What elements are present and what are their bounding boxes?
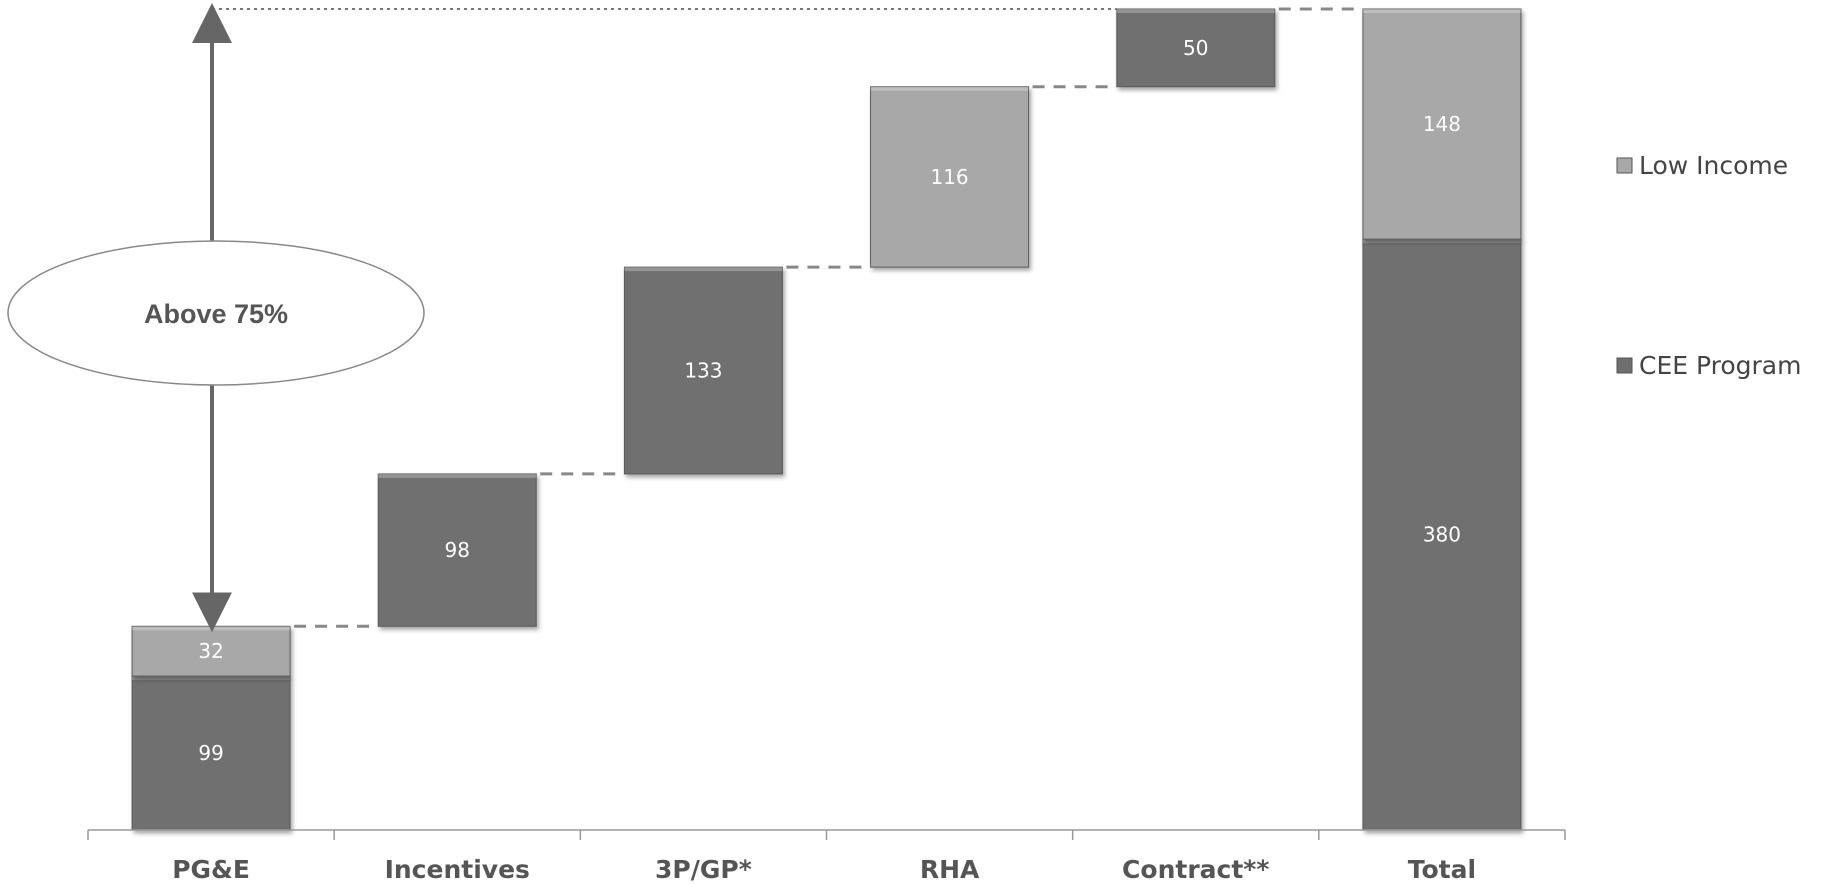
data-label-pg-e-low-income: 32 <box>198 639 223 663</box>
bar-3p-gp-cee-program <box>623 266 783 475</box>
bar-highlight <box>1116 9 1275 13</box>
bar-incentives-cee-program <box>377 473 537 627</box>
x-tick-label-total: Total <box>1408 855 1476 884</box>
annotation-ellipse <box>7 240 425 386</box>
bar-rha-low-income <box>870 86 1030 268</box>
data-label-contract-cee-program: 50 <box>1183 36 1208 60</box>
x-tick-label-3p-gp: 3P/GP* <box>655 855 752 884</box>
connectors-layer <box>294 7 1359 628</box>
annotation: Above 75% <box>7 3 1117 633</box>
bar-highlight <box>624 267 783 272</box>
data-label-total-low-income: 148 <box>1423 112 1461 136</box>
bar-pg-e-low-income <box>131 625 291 677</box>
legend-swatch-cee-program <box>1616 357 1633 374</box>
data-label-pg-e-cee-program: 99 <box>198 741 223 765</box>
legend: Low Income CEE Program <box>1616 151 1801 380</box>
legend-swatch-low-income <box>1616 157 1633 174</box>
x-tick-label-contract: Contract** <box>1122 855 1269 884</box>
bars-layer: 99 32 98 133 116 50 380 148 <box>131 8 1522 831</box>
data-label-3p-gp-cee-program: 133 <box>684 359 722 383</box>
bar-highlight <box>870 86 1029 91</box>
bar-highlight <box>132 676 291 681</box>
annotation-label: Above 75% <box>144 299 288 329</box>
x-tick-label-incentives: Incentives <box>385 855 530 884</box>
data-label-incentives-cee-program: 98 <box>445 538 470 562</box>
bar-pg-e-cee-program <box>131 675 291 831</box>
bar-highlight <box>1362 239 1521 244</box>
legend-label-low-income: Low Income <box>1639 151 1788 180</box>
bar-highlight <box>378 473 537 478</box>
x-tick-label-pg-e: PG&E <box>172 855 250 884</box>
bar-highlight <box>1362 9 1521 13</box>
x-axis: PG&E Incentives 3P/GP* RHA Contract** Total <box>87 829 1566 884</box>
bar-highlight <box>132 626 291 631</box>
data-label-rha-low-income: 116 <box>930 165 968 189</box>
legend-label-cee-program: CEE Program <box>1639 351 1801 380</box>
bar-total-low-income <box>1362 8 1522 240</box>
bar-total-cee-program <box>1362 238 1522 831</box>
x-tick-label-rha: RHA <box>920 855 980 884</box>
bar-contract-cee-program <box>1116 8 1276 88</box>
data-label-total-cee-program: 380 <box>1423 523 1461 547</box>
